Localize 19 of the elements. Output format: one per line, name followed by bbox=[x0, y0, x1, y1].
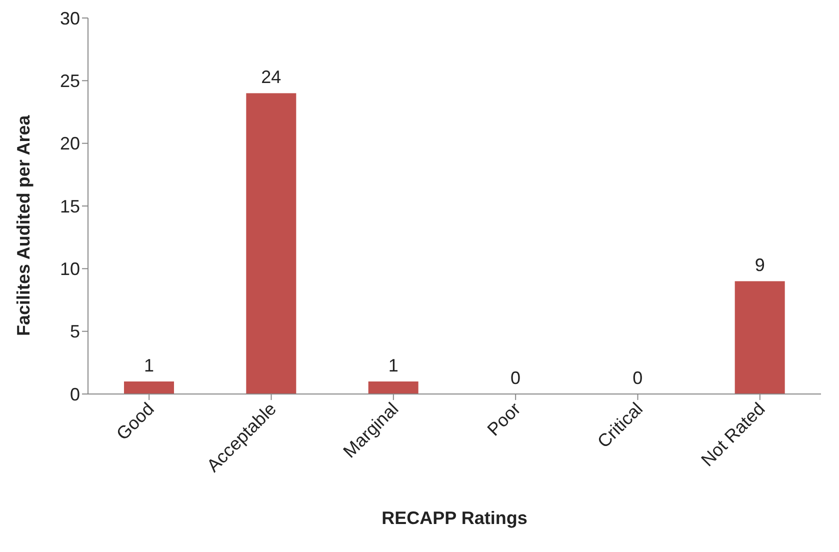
y-tick-label: 5 bbox=[70, 322, 80, 342]
y-tick-label: 20 bbox=[60, 134, 80, 154]
y-tick-label: 15 bbox=[60, 196, 80, 216]
bar bbox=[124, 381, 174, 394]
bar bbox=[246, 93, 296, 394]
y-tick-label: 25 bbox=[60, 71, 80, 92]
data-label: 0 bbox=[632, 368, 643, 388]
bar bbox=[368, 381, 418, 394]
data-label: 1 bbox=[144, 355, 154, 376]
y-tick-label: 30 bbox=[60, 8, 80, 28]
y-tick-label: 0 bbox=[70, 384, 80, 404]
data-label: 24 bbox=[261, 67, 282, 88]
y-axis-title: Facilites Audited per Area bbox=[13, 114, 34, 336]
data-label: 1 bbox=[388, 355, 398, 376]
x-axis-title: RECAPP Ratings bbox=[382, 508, 528, 528]
y-tick-label: 10 bbox=[60, 259, 80, 280]
data-label: 9 bbox=[754, 255, 765, 276]
bar bbox=[734, 281, 785, 394]
data-label: 0 bbox=[510, 368, 521, 388]
